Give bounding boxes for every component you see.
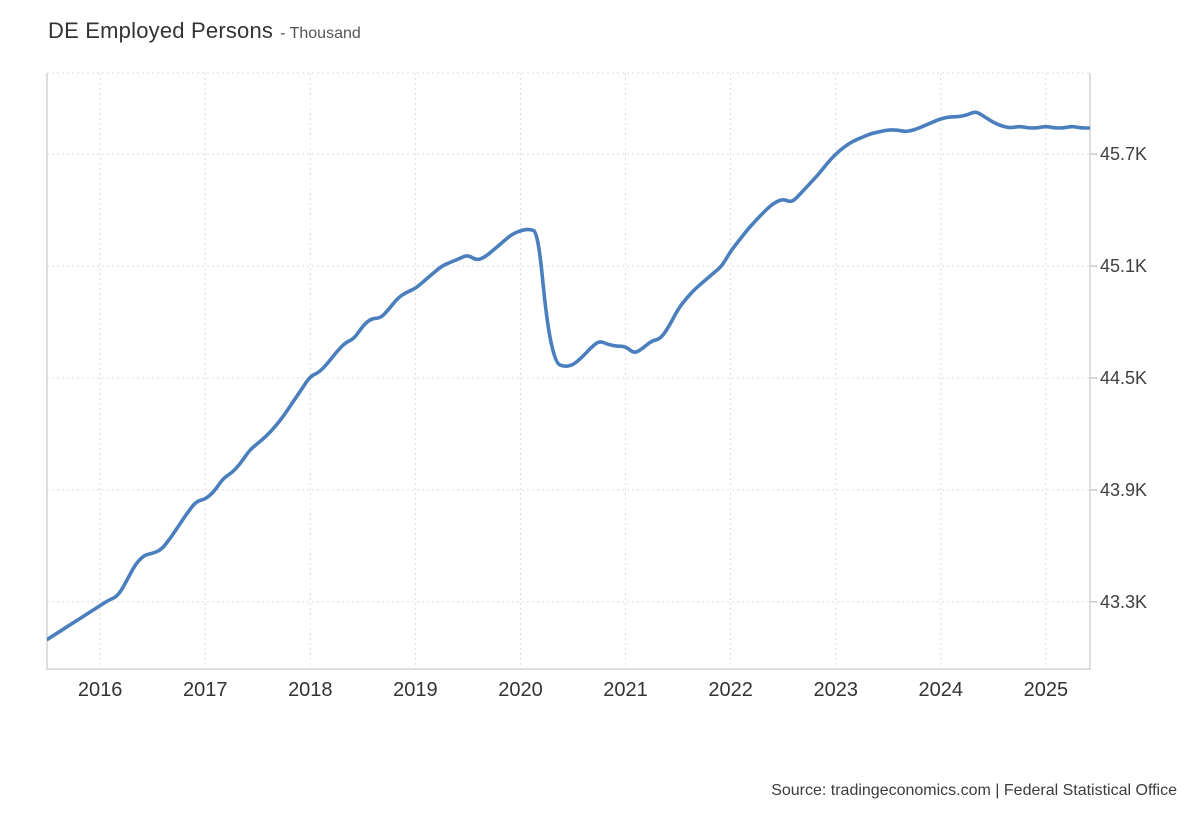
x-axis-label: 2019	[393, 679, 438, 701]
x-axis-label: 2023	[813, 679, 858, 701]
x-axis-label: 2021	[603, 679, 648, 701]
chart-title: DE Employed Persons	[48, 18, 274, 43]
y-axis-label: 44.5K	[1100, 367, 1148, 388]
x-axis-label: 2018	[288, 679, 333, 701]
x-axis-label: 2025	[1023, 679, 1069, 701]
chart-header: DE Employed Persons - Thousand	[48, 18, 361, 44]
y-axis-label: 45.1K	[1100, 256, 1148, 277]
x-axis-label: 2017	[182, 679, 228, 701]
y-axis-label: 43.9K	[1100, 479, 1148, 500]
x-axis-label: 2022	[708, 679, 753, 701]
x-axis-label: 2020	[498, 679, 543, 701]
x-axis-label: 2016	[77, 679, 123, 701]
x-axis-label: 2024	[918, 679, 964, 701]
employment-series-line	[47, 110, 1090, 641]
y-axis-label: 43.3K	[1100, 591, 1148, 612]
source-attribution: Source: tradingeconomics.com | Federal S…	[771, 782, 1177, 799]
chart-subtitle: - Thousand	[280, 25, 361, 42]
y-axis-label: 45.7K	[1100, 144, 1148, 165]
